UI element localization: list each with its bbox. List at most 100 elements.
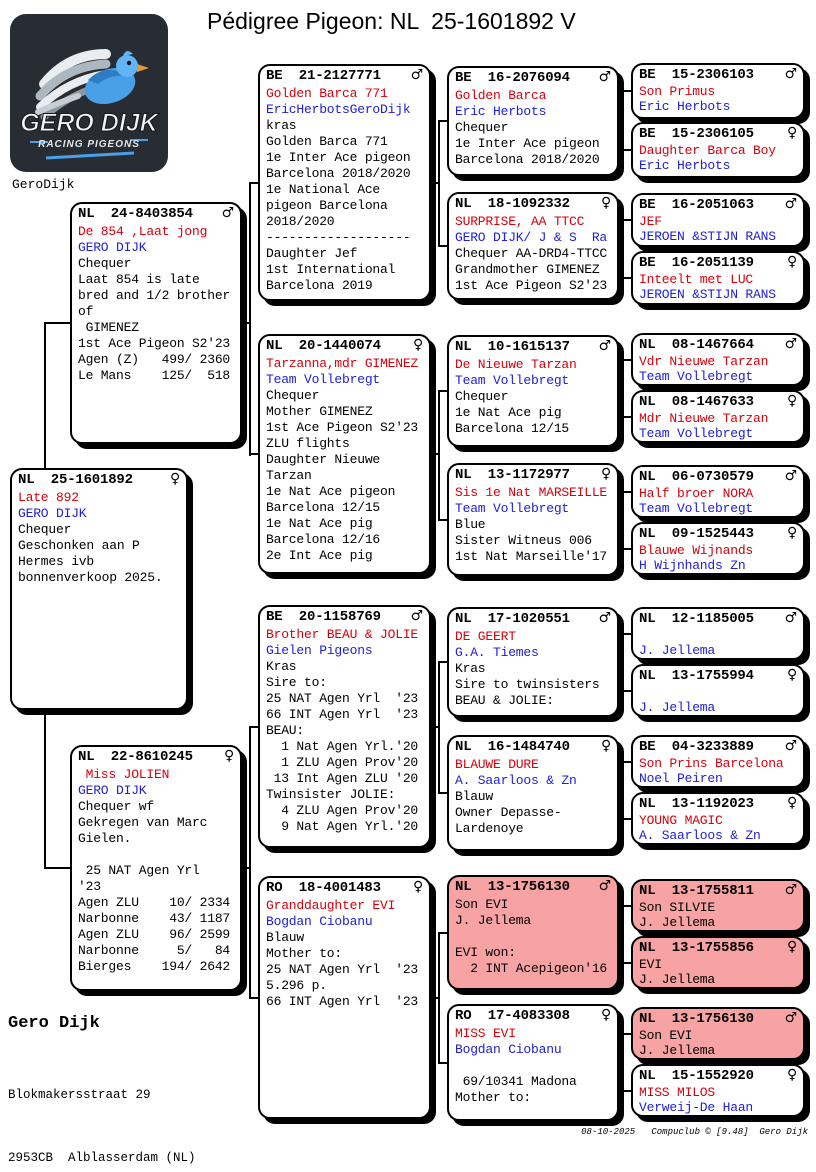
box-line: Agen ZLU 10/ 2334 [78,895,231,910]
box-line: SURPRISE, AA TTCC [455,214,585,229]
ring-number: BE 16-2076094 [455,70,570,86]
box-line: Gielen Pigeons [266,643,373,658]
box-line: Sire to: [266,675,327,690]
connector-line [622,1033,633,1035]
box-line: Eric Herbots [455,104,547,119]
pigeon-icon [35,49,149,121]
female-icon: ♀ [786,525,797,541]
box-line: DE GEERT [455,629,516,644]
box-header: NL 06-0730579 ♂ [639,469,797,486]
box-line: 1st Ace Pigeon S2'23 [455,278,608,293]
box-line: J. Jellema [639,1043,716,1058]
connector-line [622,359,624,418]
box-header: BE 16-2051139 ♀ [639,255,797,272]
connector-line [240,322,251,324]
box-line [639,628,797,643]
ring-number: NL 13-1755811 [639,883,754,899]
box-line: Mother to: [455,1090,532,1105]
box-line: 1e Nat Ace pig [266,516,373,531]
box-header: NL 13-1755994 ♀ [639,668,797,685]
pedigree-box-g4m: NL 13-1755811 ♂ Son SILVIE J. Jellema [631,879,805,932]
ring-number: BE 15-2306103 [639,67,754,83]
ring-number: NL 25-1601892 [18,472,133,488]
connector-line [622,633,624,692]
box-line: Bogdan Ciobanu [266,914,373,929]
box-line: J. Jellema [455,913,532,928]
box-line: 1st Ace Pigeon S2'23 [266,420,419,435]
pedigree-box-g4b: BE 15-2306105 ♀ Daughter Barca Boy Eric Her… [631,122,805,178]
box-line: Chequer wf [78,799,155,814]
ring-number: BE 16-2051139 [639,255,754,271]
male-icon: ♂ [221,205,235,221]
box-header: BE 04-3233889 ♂ [639,739,797,756]
pedigree-box-g4l: NL 13-1192023 ♀ YOUNG MAGIC A. Saarloos & Z… [631,792,805,845]
box-line: BEAU & JOLIE: [455,693,554,708]
female-icon: ♀ [786,393,797,409]
box-line: MISS EVI [455,1026,516,1041]
box-header: BE 15-2306105 ♀ [639,126,797,143]
connector-line [438,120,449,122]
female-icon: ♀ [600,1007,611,1023]
box-line: J. Jellema [639,700,716,715]
connector-line [44,867,72,869]
connector-line [622,491,624,550]
female-icon: ♀ [412,879,423,895]
ring-number: NL 08-1467664 [639,337,754,353]
connector-line [617,661,624,663]
female-icon: ♀ [600,466,611,482]
pedigree-box-g4f: NL 08-1467633 ♀ Mdr Nieuwe Tarzan Team Voll… [631,390,805,443]
box-line [639,685,797,700]
connector-line [438,1062,449,1064]
connector-line [622,548,633,550]
box-line: Barcelona 12/15 [266,500,381,515]
footer-owner-name: Gero Dijk [8,1014,100,1033]
box-line: 66 INT Agen Yrl '23 [266,994,419,1009]
box-line: Blue [455,517,486,532]
connector-line [429,453,440,455]
connector-line [438,932,440,1064]
box-line: Chequer [455,389,509,404]
connector-line [438,390,449,392]
box-line: Narbonne 5/ 84 [78,943,231,958]
box-line: GERO DIJK/ J & S Ra [455,230,608,245]
logo-brand-text: GERO DIJK [20,109,159,137]
pedigree-box-subject: NL 25-1601892 ♀ Late 892 GERO DIJK Chequer Ge… [10,468,188,710]
box-line: Twinsister JOLIE: [266,787,396,802]
box-header: BE 16-2076094 ♂ [455,70,611,88]
connector-line [622,761,633,763]
box-line: Sire to twinsisters [455,677,600,692]
box-line: EricHerbotsGeroDijk [266,102,411,117]
box-line: Miss JOLIEN [78,767,170,782]
pedigree-box-g4h: NL 09-1525443 ♀ Blauwe Wijnands H Wijnhands… [631,522,805,575]
box-line: Le Mans 125/ 518 [78,368,231,383]
box-line: BLAUWE DURE [455,757,539,772]
ring-number: NL 20-1440074 [266,338,381,354]
box-line: JEROEN &STIJN RANS [639,287,776,302]
connector-line [617,792,624,794]
female-icon: ♀ [223,748,234,764]
ring-number: BE 16-2051063 [639,197,754,213]
box-line: Sister Witneus 006 [455,533,592,548]
pedigree-box-g4o: NL 13-1756130 ♂ Son EVI J. Jellema [631,1007,805,1060]
pedigree-box-g2d: RO 18-4001483 ♀ Granddaughter EVI Bogdan Ci… [258,876,431,1119]
box-line: GERO DIJK [78,783,147,798]
connector-line [622,491,633,493]
box-line: J. Jellema [639,643,716,658]
box-line: Agen ZLU 96/ 2599 [78,927,231,942]
box-line: Team Vollebregt [639,426,754,441]
ring-number: NL 12-1185005 [639,611,754,627]
footer-software-credit: 08-10-2025 Compuclub © [9.48] Gero Dijk [581,1127,808,1137]
pedigree-box-g2c: BE 20-1158769 ♂ Brother BEAU & JOLIE Gielen… [258,605,431,848]
female-icon: ♀ [786,667,797,683]
box-line: 1st Ace Pigeon S2'23 [78,336,231,351]
connector-line [617,932,624,934]
box-line: A. Saarloos & Zn [455,773,577,788]
connector-line [438,661,440,794]
connector-line [249,997,260,999]
connector-line [438,792,449,794]
connector-line [622,359,633,361]
female-icon: ♀ [786,795,797,811]
box-line: Barcelona 2018/2020 [455,152,600,167]
female-icon: ♀ [786,939,797,955]
box-line: 2018/2020 [266,214,335,229]
